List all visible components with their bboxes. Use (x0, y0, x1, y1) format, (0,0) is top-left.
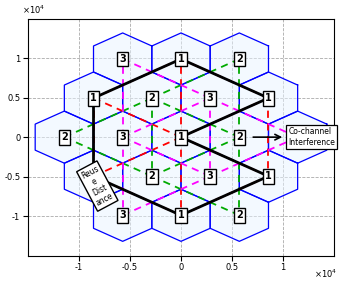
Text: 3: 3 (207, 93, 214, 103)
Polygon shape (239, 150, 298, 202)
Polygon shape (93, 111, 152, 163)
Text: 1: 1 (265, 171, 272, 181)
Text: 2: 2 (61, 132, 68, 142)
Polygon shape (152, 189, 210, 241)
Text: Co-channel
Interference: Co-channel Interference (288, 127, 335, 147)
Polygon shape (65, 150, 123, 202)
Text: 1: 1 (265, 93, 272, 103)
Text: 2: 2 (236, 132, 243, 142)
Polygon shape (152, 111, 210, 163)
Text: 2: 2 (236, 54, 243, 64)
Text: 1: 1 (178, 132, 184, 142)
Text: 1: 1 (90, 171, 97, 181)
Text: 1: 1 (90, 93, 97, 103)
Polygon shape (93, 33, 152, 85)
Polygon shape (123, 72, 181, 124)
Polygon shape (210, 33, 268, 85)
Text: 1: 1 (178, 210, 184, 220)
Polygon shape (239, 72, 298, 124)
Polygon shape (65, 72, 123, 124)
Text: 2: 2 (148, 171, 155, 181)
Text: 3: 3 (119, 54, 126, 64)
Polygon shape (123, 150, 181, 202)
Text: 1: 1 (178, 54, 184, 64)
Text: Reus
e
Dist
ance: Reus e Dist ance (80, 164, 115, 208)
Polygon shape (268, 111, 327, 163)
Text: $\times 10^4$: $\times 10^4$ (22, 4, 45, 16)
Text: 3: 3 (119, 210, 126, 220)
Text: 3: 3 (207, 171, 214, 181)
Text: 2: 2 (148, 93, 155, 103)
Text: 3: 3 (119, 132, 126, 142)
Polygon shape (181, 150, 239, 202)
Text: 2: 2 (236, 210, 243, 220)
Polygon shape (210, 189, 268, 241)
Polygon shape (181, 72, 239, 124)
Text: $\times 10^4$: $\times 10^4$ (314, 267, 337, 280)
Polygon shape (210, 111, 268, 163)
Polygon shape (35, 111, 93, 163)
Text: 3: 3 (294, 132, 301, 142)
Polygon shape (152, 33, 210, 85)
Polygon shape (93, 189, 152, 241)
